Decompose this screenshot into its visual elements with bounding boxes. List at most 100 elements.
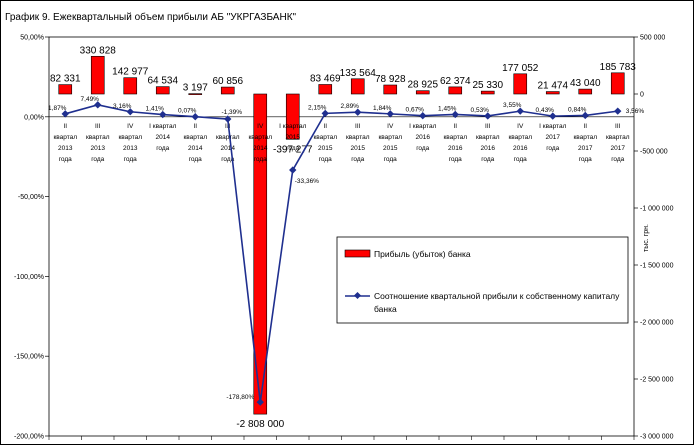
bar <box>58 84 73 95</box>
line-point <box>419 112 427 120</box>
category-labels: II квартал 2013 года III квартал 2013 года IV ква… <box>53 123 629 163</box>
category-label: IV квартал 2013 года <box>118 123 142 163</box>
y-right-tick-label: 500 000 <box>640 35 665 42</box>
line-point <box>484 112 492 120</box>
line-point <box>451 110 459 119</box>
bar <box>480 90 495 95</box>
bar <box>123 77 138 95</box>
bar-value-label: 62 374 <box>440 76 471 87</box>
bar-value-label: 60 856 <box>212 76 243 87</box>
line-value-label: 0,84% <box>568 106 587 113</box>
line-value-label: 0,53% <box>471 107 490 114</box>
line-point <box>256 398 264 406</box>
bar-value-label: 43 040 <box>570 78 601 89</box>
y-left-tick-label: -150,00% <box>14 354 44 361</box>
bar-value-label: 185 783 <box>600 62 637 73</box>
y-left-tick-label: 0,00% <box>24 114 44 121</box>
bar <box>415 90 430 95</box>
category-label: III квартал 2016 года <box>476 123 500 163</box>
bar-value-label: 21 474 <box>537 81 568 92</box>
line-value-label: 1,87% <box>48 105 67 112</box>
line-value-label: 1,84% <box>373 105 392 112</box>
line-point <box>549 112 557 120</box>
bar <box>188 93 203 95</box>
bar-value-label: 3 197 <box>183 83 208 94</box>
line-point <box>321 109 329 118</box>
line-value-label: 0,07% <box>178 108 197 115</box>
chart-title: График 9. Ежеквартальный объем прибыли А… <box>5 11 297 23</box>
y-left-tick-label: -50,00% <box>18 194 44 201</box>
bar-value-label: -2 808 000 <box>236 419 284 430</box>
category-label: IV квартал 2014 года <box>248 123 272 163</box>
bar-value-label: 142 977 <box>112 67 149 78</box>
y-right-tick-label: -1 500 000 <box>640 263 674 270</box>
bar-value-label: 133 564 <box>340 68 377 79</box>
line-point <box>61 110 69 118</box>
line-point <box>94 101 102 109</box>
bar-value-label: 78 928 <box>375 74 406 85</box>
bar <box>318 84 333 95</box>
axes: 50,00% 0,00% -50,00% -100,00% -150,00% -200,0… <box>14 35 674 441</box>
category-label: II квартал 2014 года <box>183 123 207 163</box>
bar <box>610 72 625 95</box>
bar-value-label: -397 277 <box>273 144 313 155</box>
bar <box>253 93 268 415</box>
bar <box>155 86 170 95</box>
y-left-tick-label: 50,00% <box>20 35 44 42</box>
category-label: III квартал 2013 года <box>86 123 110 163</box>
bar-value-label: 25 330 <box>472 80 503 91</box>
line-value-label: 0,67% <box>406 107 425 114</box>
line-value-label: -33,36% <box>295 178 319 185</box>
category-label: II квартал 2015 года <box>313 123 337 163</box>
legend-line-marker <box>353 291 362 300</box>
category-label: III квартал 2015 года <box>346 123 370 163</box>
legend-bar-label: Прибыль (убыток) банка <box>374 249 471 259</box>
bar-value-label: 177 052 <box>502 63 539 74</box>
category-label: III квартал 2017 года <box>606 123 630 163</box>
line-series: 1,87% 7,49% 3,16% 1,41% 0,07% -1,39% -178,80% -… <box>48 96 644 406</box>
bar <box>578 88 593 95</box>
bar <box>383 84 398 95</box>
line-value-label: 2,89% <box>341 103 360 110</box>
line-point <box>354 108 362 116</box>
y-right-tick-label: -2 500 000 <box>640 377 674 384</box>
category-label: II квартал 2013 года <box>53 123 77 163</box>
line-point <box>386 110 394 118</box>
line-value-label: 3,56% <box>626 108 645 115</box>
bar <box>513 73 528 95</box>
line-value-label: 7,49% <box>81 96 100 103</box>
line-value-label: 3,55% <box>503 102 522 109</box>
line-value-label: 3,16% <box>113 103 132 110</box>
category-label: I квартал 2016 года <box>409 123 436 152</box>
line-point <box>224 115 232 123</box>
y-right-tick-label: -1 000 000 <box>640 206 674 213</box>
bar <box>448 86 463 95</box>
line-value-label: -178,80% <box>226 394 254 401</box>
legend-line-label: Соотношение квартальной прибыли к собств… <box>374 291 622 314</box>
line-value-label: 1,41% <box>146 106 165 113</box>
line-value-label: 0,43% <box>536 107 555 114</box>
bar <box>220 86 235 95</box>
y-right-tick-label: -3 000 000 <box>640 434 674 441</box>
legend-bar-swatch <box>344 249 371 258</box>
bar-value-label: 28 925 <box>407 80 438 91</box>
line-value-label: -1,39% <box>221 109 242 116</box>
line-point <box>191 113 199 121</box>
bar <box>350 78 365 95</box>
category-label: I квартал 2014 года <box>149 123 176 152</box>
line-path <box>65 104 618 403</box>
y-left-tick-label: -100,00% <box>14 274 44 281</box>
bar <box>545 91 560 95</box>
bar <box>90 55 105 95</box>
y-right-tick-label: -500 000 <box>640 149 668 156</box>
line-point <box>126 108 134 116</box>
y-right-tick-label: 0 <box>640 92 644 99</box>
line-value-label: 1,45% <box>438 105 457 112</box>
line-value-label: 2,15% <box>308 104 327 111</box>
category-label: I квартал 2017 года <box>539 123 566 152</box>
legend: Прибыль (убыток) банка Соотношение кварт… <box>336 236 629 324</box>
category-label: II квартал 2016 года <box>443 123 467 163</box>
bar-value-label: 83 469 <box>310 73 341 84</box>
